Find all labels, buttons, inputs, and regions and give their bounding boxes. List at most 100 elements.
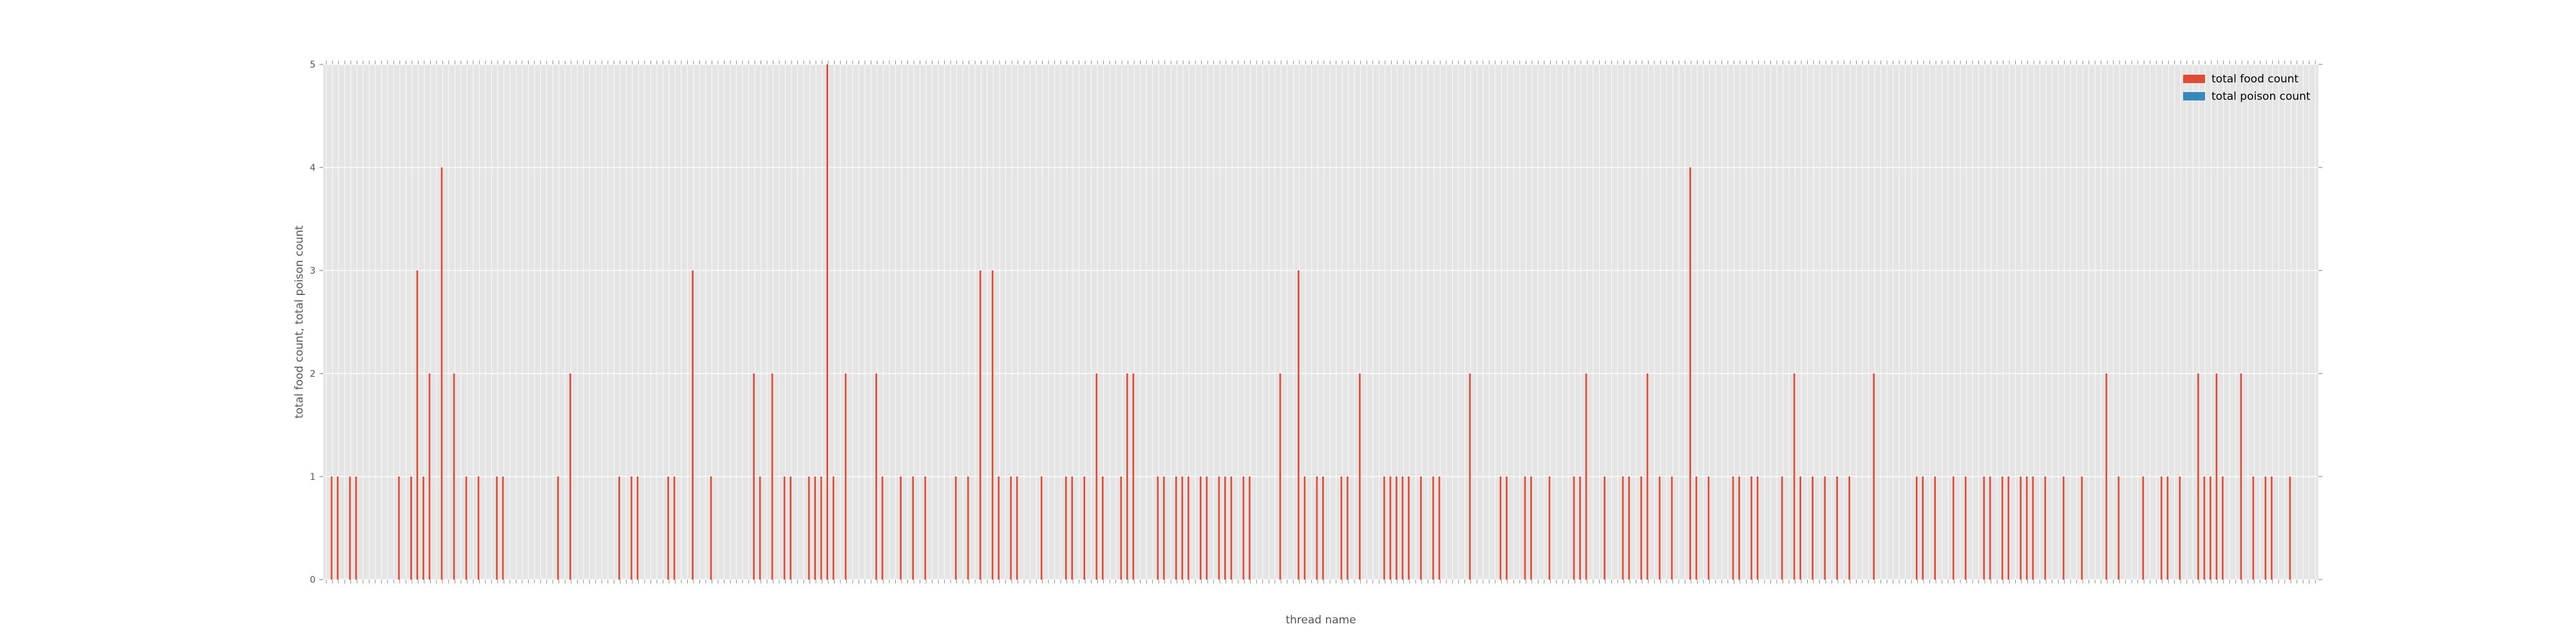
bar-food: [2001, 477, 2003, 580]
bar-food: [900, 477, 902, 580]
bar-food: [967, 477, 969, 580]
bar-food: [2210, 477, 2211, 580]
bar-food: [349, 477, 351, 580]
bar-food: [954, 477, 957, 580]
bar-food: [1408, 477, 1410, 580]
bar-food: [1095, 374, 1098, 580]
bar-food: [1604, 477, 1605, 580]
bar-food: [790, 477, 791, 580]
bar-food: [1506, 477, 1508, 580]
bar-food: [1989, 477, 1991, 580]
y-axis-ticks: 0 1 2 3 4 5: [310, 60, 2322, 585]
legend-label-food: total food count: [2211, 73, 2299, 86]
bar-food: [1530, 477, 1532, 580]
bar-food: [1218, 477, 1220, 580]
bar-food: [1738, 477, 1740, 580]
bar-food: [1188, 477, 1189, 580]
bar-food: [1750, 477, 1752, 580]
bar-food: [771, 374, 773, 580]
bar-food: [1224, 477, 1226, 580]
bar-food: [465, 477, 468, 580]
bar-food: [673, 477, 676, 580]
bar-food: [1432, 477, 1434, 580]
bar-food: [1836, 477, 1839, 580]
bar-food: [1922, 477, 1924, 580]
bar-food: [1175, 477, 1177, 580]
bar-food: [1585, 374, 1587, 580]
bar-food: [1952, 477, 1955, 580]
bar-food: [875, 374, 878, 580]
bar-food: [814, 477, 816, 580]
bar-food: [1040, 477, 1043, 580]
bar-food: [924, 477, 927, 580]
bar-food: [1732, 477, 1734, 580]
bar-food: [1964, 477, 1967, 580]
bar-food: [1793, 374, 1795, 580]
bar-food: [1707, 477, 1710, 580]
bar-food: [1934, 477, 1937, 580]
bar-food: [337, 477, 339, 580]
bar-food: [2179, 477, 2181, 580]
bar-food: [1071, 477, 1074, 580]
bar-food: [557, 477, 559, 580]
bar-food: [1524, 477, 1526, 580]
bar-food: [1671, 477, 1673, 580]
bar-food: [1132, 374, 1135, 580]
bar-food: [630, 477, 632, 580]
bar-food: [1781, 477, 1783, 580]
bar-food: [2215, 374, 2218, 580]
bar-food: [808, 477, 810, 580]
bar-food: [832, 477, 835, 580]
bar-food: [1499, 477, 1502, 580]
legend-swatch-poison: [2183, 92, 2205, 100]
bar-food: [1756, 477, 1759, 580]
bar-food: [2166, 477, 2169, 580]
bar-food: [2271, 477, 2273, 580]
bar-food: [477, 477, 480, 580]
bar-food: [667, 477, 669, 580]
bar-food: [1163, 477, 1165, 580]
bar-food: [440, 167, 443, 580]
bar-food: [1579, 477, 1581, 580]
bar-food: [330, 477, 333, 580]
bar-food: [2062, 477, 2065, 580]
bar-food: [1420, 477, 1422, 580]
bar-food: [1812, 477, 1814, 580]
bar-food: [569, 374, 571, 580]
legend-label-poison: total poison count: [2211, 90, 2311, 103]
bar-food: [1689, 167, 1691, 580]
bar-food: [1873, 374, 1875, 580]
bar-food: [1322, 477, 1324, 580]
y-tick-label: 1: [310, 472, 316, 482]
bar-food: [398, 477, 400, 580]
y-tick-label: 3: [310, 266, 316, 276]
y-tick-label: 4: [310, 163, 316, 173]
y-tick-label: 2: [310, 369, 316, 379]
bar-food: [1101, 477, 1104, 580]
bar-food: [502, 477, 504, 580]
bar-food: [1279, 374, 1282, 580]
bar-food: [1915, 477, 1918, 580]
bar-food: [753, 374, 755, 580]
y-axis-label: total food count, total poison count: [293, 225, 306, 419]
bar-food: [1799, 477, 1801, 580]
bar-food: [1340, 477, 1343, 580]
bar-food: [2289, 477, 2291, 580]
bar-food: [820, 477, 822, 580]
plot-background: [323, 64, 2318, 580]
bar-food: [618, 477, 620, 580]
legend: total food count total poison count: [2183, 73, 2311, 103]
bar-food: [1200, 477, 1202, 580]
bar-food: [826, 64, 829, 580]
bar-food: [1396, 477, 1397, 580]
x-axis-ticks: [326, 61, 2316, 583]
bar-food: [2032, 477, 2034, 580]
bar-food: [1126, 374, 1128, 580]
bar-food: [881, 477, 884, 580]
bar-food: [1249, 477, 1251, 580]
bar-food: [1824, 477, 1826, 580]
bar-food: [1065, 477, 1067, 580]
bar-food: [2020, 477, 2022, 580]
bar-food: [1316, 477, 1318, 580]
